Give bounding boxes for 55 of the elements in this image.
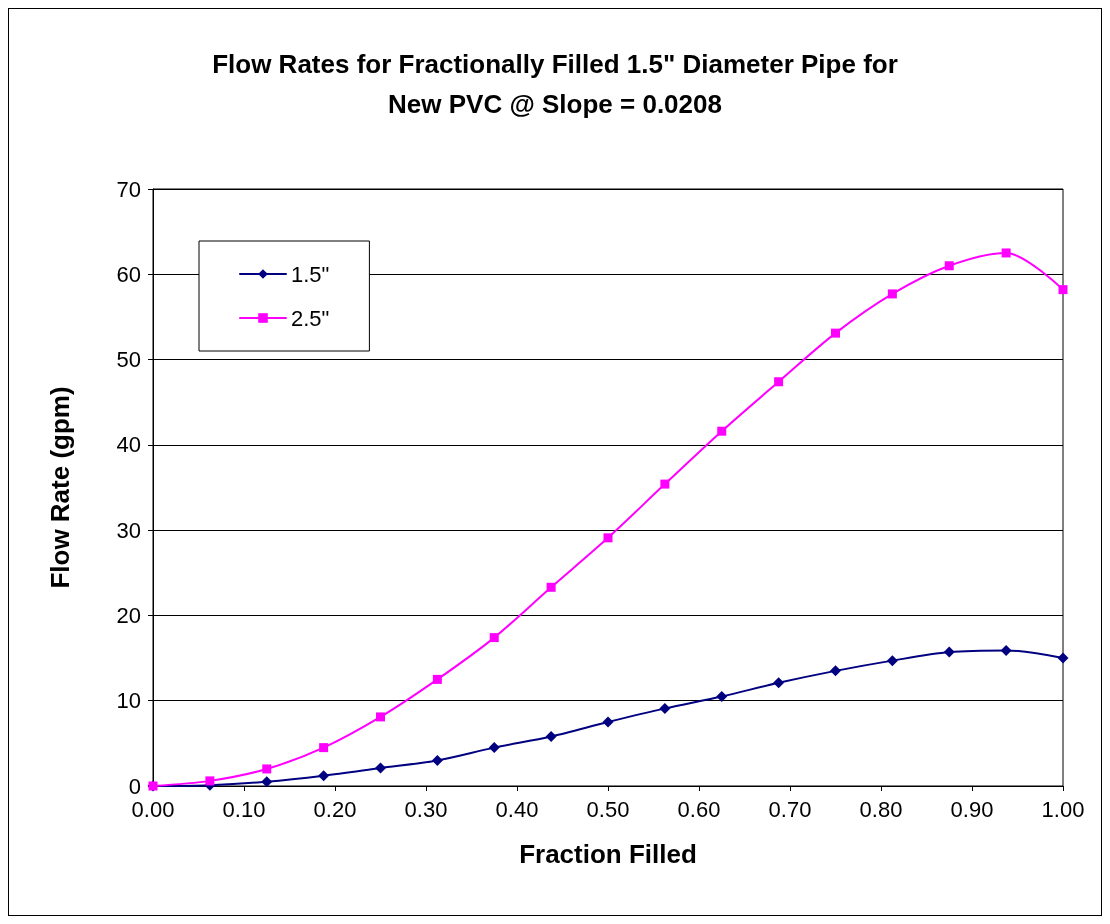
x-tick-label: 1.00 (1041, 796, 1085, 822)
point (1001, 248, 1011, 258)
point (376, 712, 385, 722)
point (432, 674, 442, 684)
y-tick-label: 10 (116, 688, 141, 714)
x-tick-label: 0.90 (950, 796, 994, 822)
point (261, 776, 273, 788)
y-tick-label: 20 (116, 602, 141, 628)
x-tick-label: 0.60 (677, 796, 721, 822)
y-tick-label: 40 (116, 432, 141, 458)
y-tick-label: 70 (116, 176, 141, 202)
point (773, 677, 785, 689)
point (546, 582, 556, 592)
point (886, 655, 898, 667)
x-tick-label: 0.10 (222, 796, 266, 822)
point (602, 716, 614, 728)
x-axis-title: Fraction Filled (519, 839, 697, 869)
x-tick-label: 0.70 (768, 796, 812, 822)
point (603, 533, 613, 543)
y-tick-label: 30 (116, 517, 141, 543)
chart-title: Flow Rates for Fractionally Filled 1.5" Diameter Pipe for New PVC @ Slope = 0.0208 (212, 49, 898, 119)
x-tick-label: 0.40 (495, 796, 539, 822)
y-tick-label: 0 (128, 773, 141, 799)
point (489, 633, 499, 643)
point (717, 426, 727, 436)
point (318, 770, 330, 782)
point (831, 328, 840, 338)
legend-label: 1.5" (291, 261, 330, 287)
point (262, 764, 272, 774)
point (545, 731, 557, 743)
x-tick-label: 0.50 (586, 796, 630, 822)
point (716, 690, 728, 702)
point (1058, 285, 1068, 295)
point (319, 743, 329, 753)
x-tick-label: 0.80 (859, 796, 903, 822)
legend-label: 2.5" (291, 305, 330, 331)
point (660, 479, 670, 489)
y-tick-label: 60 (116, 261, 141, 287)
y-axis-title: Flow Rate (gpm) (45, 386, 75, 589)
point (944, 261, 954, 271)
point (887, 289, 897, 299)
point (774, 377, 784, 387)
point (943, 646, 955, 658)
y-tick-label: 50 (116, 347, 141, 373)
x-tick-label: 0.00 (131, 796, 175, 822)
point (830, 665, 841, 677)
point (431, 754, 443, 766)
point (1057, 652, 1069, 664)
point (205, 776, 215, 786)
point (375, 762, 386, 774)
point (659, 702, 671, 714)
point (1000, 644, 1012, 656)
x-tick-label: 0.30 (404, 796, 448, 822)
point (488, 742, 500, 754)
x-tick-label: 0.20 (313, 796, 357, 822)
